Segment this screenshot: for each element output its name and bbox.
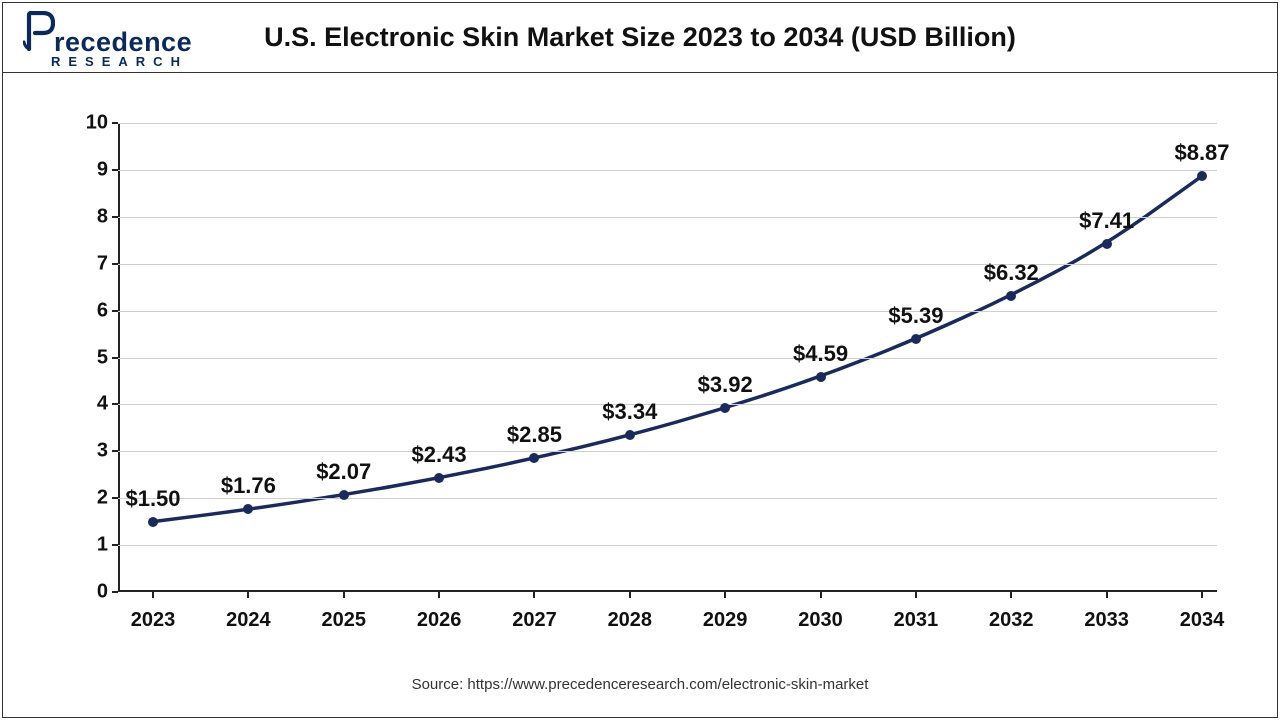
x-tick-label: 2024 (226, 609, 271, 632)
y-tick-mark (112, 122, 118, 124)
y-tick-label: 4 (73, 393, 108, 416)
y-tick-mark (112, 357, 118, 359)
x-tick-label: 2028 (608, 609, 653, 632)
y-tick-mark (112, 169, 118, 171)
gridline (118, 498, 1217, 499)
y-tick-label: 8 (73, 205, 108, 228)
data-label: $3.34 (602, 399, 657, 425)
gridline (118, 217, 1217, 218)
y-tick-mark (112, 497, 118, 499)
y-tick-label: 6 (73, 299, 108, 322)
data-label: $2.07 (316, 459, 371, 485)
chart-area: 0 1 2 3 4 5 6 7 8 9 10 2023 2024 2025 2026 2027 2028 2029… (63, 93, 1247, 647)
data-label: $7.41 (1079, 208, 1134, 234)
y-tick-mark (112, 591, 118, 593)
data-label: $3.92 (698, 372, 753, 398)
data-label: $2.85 (507, 422, 562, 448)
y-tick-mark (112, 450, 118, 452)
data-label: $8.87 (1174, 140, 1229, 166)
gridline (118, 311, 1217, 312)
x-tick-mark (438, 592, 440, 598)
x-tick-mark (1201, 592, 1203, 598)
data-marker (911, 334, 921, 344)
y-tick-label: 10 (73, 112, 108, 135)
x-tick-mark (724, 592, 726, 598)
gridline (118, 545, 1217, 546)
x-tick-label: 2029 (703, 609, 748, 632)
data-label: $2.43 (412, 442, 467, 468)
gridline (118, 170, 1217, 171)
data-label: $6.32 (984, 260, 1039, 286)
logo-mark-icon (23, 11, 55, 51)
gridline (118, 451, 1217, 452)
x-tick-label: 2034 (1180, 609, 1225, 632)
x-tick-label: 2031 (894, 609, 939, 632)
data-marker (1102, 239, 1112, 249)
source-citation: Source: https://www.precedenceresearch.c… (3, 676, 1277, 693)
data-label: $5.39 (888, 303, 943, 329)
x-tick-mark (533, 592, 535, 598)
x-tick-mark (820, 592, 822, 598)
data-marker (625, 430, 635, 440)
data-marker (529, 453, 539, 463)
x-tick-label: 2025 (321, 609, 366, 632)
data-marker (434, 473, 444, 483)
y-tick-label: 2 (73, 487, 108, 510)
data-label: $1.50 (125, 486, 180, 512)
y-tick-mark (112, 263, 118, 265)
y-tick-label: 7 (73, 252, 108, 275)
x-tick-mark (247, 592, 249, 598)
y-tick-mark (112, 310, 118, 312)
data-marker (339, 490, 349, 500)
y-tick-mark (112, 544, 118, 546)
series-line (153, 176, 1202, 522)
gridline (118, 358, 1217, 359)
data-label: $1.76 (221, 473, 276, 499)
x-tick-mark (343, 592, 345, 598)
plot-area: 0123456789102023202420252026202720282029… (118, 123, 1217, 592)
data-marker (720, 403, 730, 413)
data-marker (1197, 171, 1207, 181)
y-tick-label: 5 (73, 346, 108, 369)
y-tick-label: 1 (73, 534, 108, 557)
x-tick-label: 2023 (131, 609, 176, 632)
data-marker (243, 504, 253, 514)
x-tick-mark (1010, 592, 1012, 598)
data-label: $4.59 (793, 341, 848, 367)
data-marker (816, 372, 826, 382)
x-tick-mark (152, 592, 154, 598)
logo-main: recedence (23, 11, 213, 58)
x-tick-label: 2033 (1084, 609, 1129, 632)
brand-logo: recedence RESEARCH (23, 11, 213, 69)
x-tick-mark (629, 592, 631, 598)
header-band: recedence RESEARCH U.S. Electronic Skin … (3, 3, 1277, 73)
data-marker (148, 517, 158, 527)
y-tick-label: 0 (73, 581, 108, 604)
x-tick-label: 2030 (798, 609, 843, 632)
y-tick-mark (112, 403, 118, 405)
gridline (118, 123, 1217, 124)
x-tick-label: 2032 (989, 609, 1034, 632)
data-marker (1006, 291, 1016, 301)
y-tick-label: 3 (73, 440, 108, 463)
x-tick-mark (915, 592, 917, 598)
y-tick-mark (112, 216, 118, 218)
y-tick-label: 9 (73, 158, 108, 181)
x-tick-label: 2026 (417, 609, 462, 632)
gridline (118, 404, 1217, 405)
gridline (118, 264, 1217, 265)
x-tick-label: 2027 (512, 609, 557, 632)
x-tick-mark (1106, 592, 1108, 598)
chart-frame: recedence RESEARCH U.S. Electronic Skin … (2, 2, 1278, 718)
